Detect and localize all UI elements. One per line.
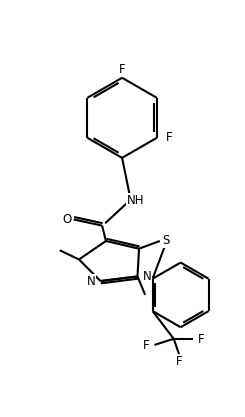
Text: F: F bbox=[197, 333, 204, 346]
Text: S: S bbox=[162, 234, 170, 248]
Text: F: F bbox=[143, 339, 150, 352]
Text: F: F bbox=[166, 131, 173, 143]
Text: N: N bbox=[143, 270, 152, 283]
Text: NH: NH bbox=[126, 193, 144, 207]
Text: F: F bbox=[119, 63, 125, 76]
Text: N: N bbox=[86, 274, 95, 288]
Text: F: F bbox=[176, 354, 182, 368]
Text: O: O bbox=[63, 213, 72, 226]
